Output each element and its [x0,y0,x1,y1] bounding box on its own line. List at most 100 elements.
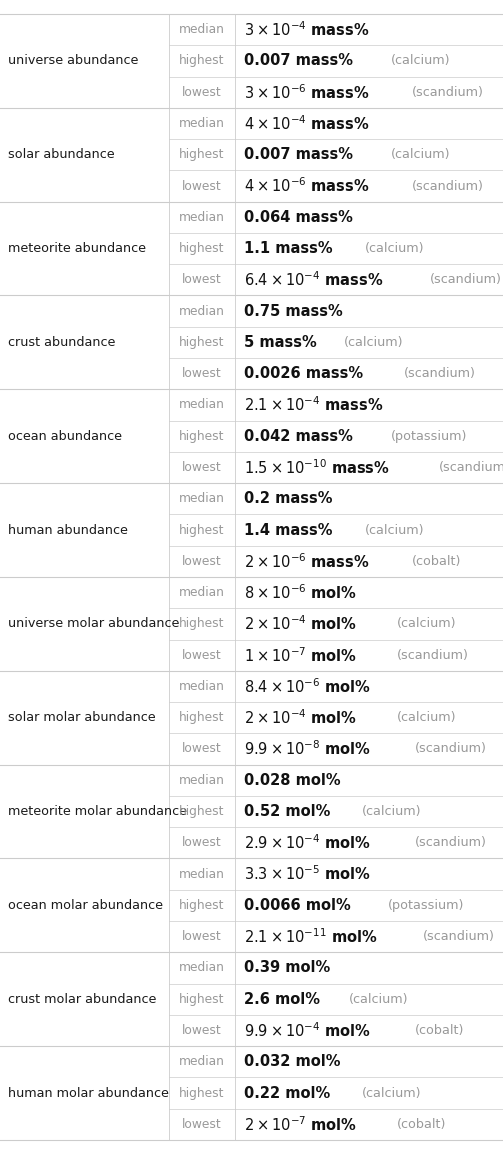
Text: median: median [179,586,225,599]
Text: (scandium): (scandium) [439,461,503,474]
Text: ocean molar abundance: ocean molar abundance [9,899,163,911]
Text: median: median [179,774,225,787]
Text: $8\times10^{-6}$ mol%: $8\times10^{-6}$ mol% [244,584,358,602]
Text: highest: highest [179,524,225,537]
Text: $2.9\times10^{-4}$ mol%: $2.9\times10^{-4}$ mol% [244,833,372,852]
Text: 1.4 mass%: 1.4 mass% [244,523,333,538]
Text: $2\times10^{-7}$ mol%: $2\times10^{-7}$ mol% [244,1114,358,1133]
Text: (calcium): (calcium) [396,711,456,725]
Text: (cobalt): (cobalt) [412,554,462,568]
Text: lowest: lowest [182,1118,222,1131]
Text: (scandium): (scandium) [431,273,502,286]
Text: median: median [179,962,225,974]
Text: crust abundance: crust abundance [9,336,116,349]
Text: lowest: lowest [182,554,222,568]
Text: lowest: lowest [182,1023,222,1037]
Text: human molar abundance: human molar abundance [9,1086,170,1099]
Text: 5 mass%: 5 mass% [244,335,317,350]
Text: $9.9\times10^{-4}$ mol%: $9.9\times10^{-4}$ mol% [244,1021,372,1040]
Text: $1.5\times10^{-10}$ mass%: $1.5\times10^{-10}$ mass% [244,459,390,477]
Text: 0.028 mol%: 0.028 mol% [244,773,341,788]
Text: highest: highest [179,993,225,1006]
Text: lowest: lowest [182,85,222,99]
Text: $2.1\times10^{-4}$ mass%: $2.1\times10^{-4}$ mass% [244,396,384,414]
Text: $9.9\times10^{-8}$ mol%: $9.9\times10^{-8}$ mol% [244,740,372,759]
Text: highest: highest [179,242,225,256]
Text: median: median [179,211,225,224]
Text: $4\times10^{-6}$ mass%: $4\times10^{-6}$ mass% [244,176,370,195]
Text: lowest: lowest [182,180,222,193]
Text: lowest: lowest [182,649,222,662]
Text: 0.042 mass%: 0.042 mass% [244,428,353,443]
Text: 0.75 mass%: 0.75 mass% [244,303,343,319]
Text: median: median [179,117,225,130]
Text: meteorite molar abundance: meteorite molar abundance [9,805,188,818]
Text: 0.39 mol%: 0.39 mol% [244,960,330,976]
Text: highest: highest [179,711,225,725]
Text: 0.22 mol%: 0.22 mol% [244,1085,330,1100]
Text: median: median [179,492,225,505]
Text: median: median [179,680,225,693]
Text: (scandium): (scandium) [414,837,486,850]
Text: (potassium): (potassium) [388,899,465,911]
Text: $3\times10^{-4}$ mass%: $3\times10^{-4}$ mass% [244,20,370,39]
Text: $4\times10^{-4}$ mass%: $4\times10^{-4}$ mass% [244,114,370,133]
Text: $1\times10^{-7}$ mol%: $1\times10^{-7}$ mol% [244,645,358,664]
Text: highest: highest [179,55,225,68]
Text: 2.6 mol%: 2.6 mol% [244,992,320,1007]
Text: crust molar abundance: crust molar abundance [9,993,157,1006]
Text: (cobalt): (cobalt) [414,1023,464,1037]
Text: 0.032 mol%: 0.032 mol% [244,1054,341,1069]
Text: (scandium): (scandium) [423,930,495,943]
Text: lowest: lowest [182,742,222,755]
Text: solar abundance: solar abundance [9,148,115,161]
Text: (calcium): (calcium) [362,805,422,818]
Text: median: median [179,867,225,881]
Text: (calcium): (calcium) [349,993,408,1006]
Text: lowest: lowest [182,461,222,474]
Text: (scandium): (scandium) [412,180,484,193]
Text: lowest: lowest [182,368,222,380]
Text: $2.1\times10^{-11}$ mol%: $2.1\times10^{-11}$ mol% [244,928,378,946]
Text: highest: highest [179,1086,225,1099]
Text: ocean abundance: ocean abundance [9,429,122,442]
Text: (cobalt): (cobalt) [396,1118,446,1131]
Text: 0.0026 mass%: 0.0026 mass% [244,366,364,382]
Text: (calcium): (calcium) [391,55,451,68]
Text: 1.1 mass%: 1.1 mass% [244,242,333,256]
Text: $2\times10^{-6}$ mass%: $2\times10^{-6}$ mass% [244,552,370,571]
Text: (scandium): (scandium) [412,85,484,99]
Text: meteorite abundance: meteorite abundance [9,242,146,256]
Text: $6.4\times10^{-4}$ mass%: $6.4\times10^{-4}$ mass% [244,271,384,289]
Text: (calcium): (calcium) [365,242,425,256]
Text: highest: highest [179,805,225,818]
Text: (potassium): (potassium) [391,429,467,442]
Text: $2\times10^{-4}$ mol%: $2\times10^{-4}$ mol% [244,615,358,634]
Text: 0.007 mass%: 0.007 mass% [244,147,354,162]
Text: (scandium): (scandium) [414,742,486,755]
Text: highest: highest [179,899,225,911]
Text: $8.4\times10^{-6}$ mol%: $8.4\times10^{-6}$ mol% [244,677,372,696]
Text: 0.0066 mol%: 0.0066 mol% [244,897,351,913]
Text: lowest: lowest [182,273,222,286]
Text: 0.064 mass%: 0.064 mass% [244,210,353,225]
Text: $3.3\times10^{-5}$ mol%: $3.3\times10^{-5}$ mol% [244,865,372,883]
Text: (calcium): (calcium) [391,148,451,161]
Text: 0.007 mass%: 0.007 mass% [244,54,354,69]
Text: median: median [179,398,225,412]
Text: (calcium): (calcium) [365,524,424,537]
Text: 0.52 mol%: 0.52 mol% [244,804,331,819]
Text: lowest: lowest [182,837,222,850]
Text: human abundance: human abundance [9,524,128,537]
Text: highest: highest [179,617,225,630]
Text: median: median [179,1055,225,1068]
Text: median: median [179,23,225,36]
Text: universe abundance: universe abundance [9,55,139,68]
Text: (calcium): (calcium) [362,1086,422,1099]
Text: (scandium): (scandium) [404,368,476,380]
Text: 0.2 mass%: 0.2 mass% [244,491,333,506]
Text: (scandium): (scandium) [396,649,468,662]
Text: $3\times10^{-6}$ mass%: $3\times10^{-6}$ mass% [244,83,370,102]
Text: universe molar abundance: universe molar abundance [9,617,180,630]
Text: (calcium): (calcium) [345,336,404,349]
